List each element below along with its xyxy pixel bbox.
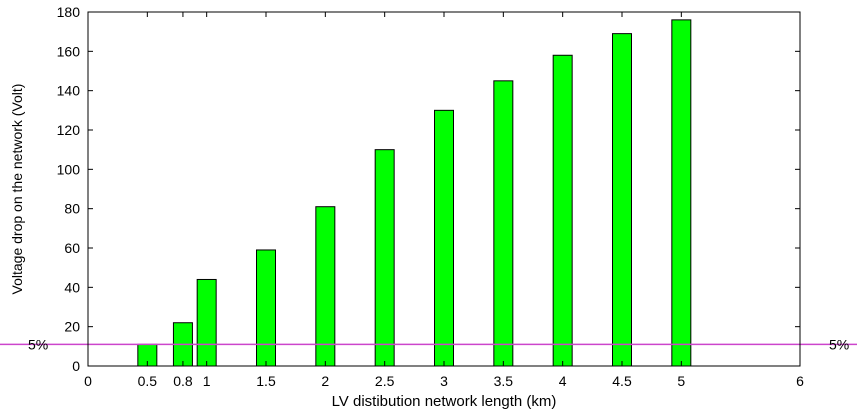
bar [315, 206, 336, 367]
bar [434, 109, 454, 367]
x-tick-label: 0.5 [138, 373, 158, 389]
bar [493, 80, 514, 367]
y-tick-label: 180 [57, 4, 81, 20]
x-tick-label: 2.5 [375, 373, 395, 389]
x-tick-label: 6 [796, 373, 804, 389]
x-tick-label: 1 [203, 373, 211, 389]
x-tick-labels: 0 0.5 0.8 1 1.5 2 2.5 3 3.5 4 4.5 5 6 [84, 373, 804, 389]
y-tick-label: 80 [64, 201, 80, 217]
y-tick-label: 0 [72, 358, 80, 374]
reference-label-left: 5% [28, 336, 48, 352]
x-tick-label: 5 [677, 373, 685, 389]
bars-group [137, 19, 692, 367]
bar [612, 33, 632, 367]
bar [256, 249, 276, 367]
y-tick-label: 60 [64, 240, 80, 256]
y-tick-label: 140 [57, 83, 81, 99]
x-tick-label: 0 [84, 373, 92, 389]
reference-label-right: 5% [829, 336, 849, 352]
y-tick-label: 40 [64, 279, 80, 295]
x-tick-label: 1.5 [256, 373, 276, 389]
y-axis-label: Voltage drop on the network (Volt) [9, 84, 25, 295]
y-tick-label: 160 [57, 43, 81, 59]
x-tick-label: 3.5 [494, 373, 514, 389]
y-tick-label: 120 [57, 122, 81, 138]
y-tick-label: 20 [64, 319, 80, 335]
x-tick-label: 0.8 [173, 373, 193, 389]
x-tick-label: 2 [321, 373, 329, 389]
x-tick-label: 4.5 [612, 373, 632, 389]
y-tick-labels: 0 20 40 60 80 100 120 140 160 180 [57, 4, 81, 374]
bar [374, 149, 395, 367]
bar [196, 278, 217, 367]
y-tick-label: 100 [57, 161, 81, 177]
x-tick-label: 3 [440, 373, 448, 389]
bar [671, 19, 692, 367]
x-tick-label: 4 [559, 373, 567, 389]
x-axis-label: LV distibution network length (km) [332, 393, 557, 410]
plot-frame [87, 11, 801, 367]
bar [552, 54, 573, 367]
